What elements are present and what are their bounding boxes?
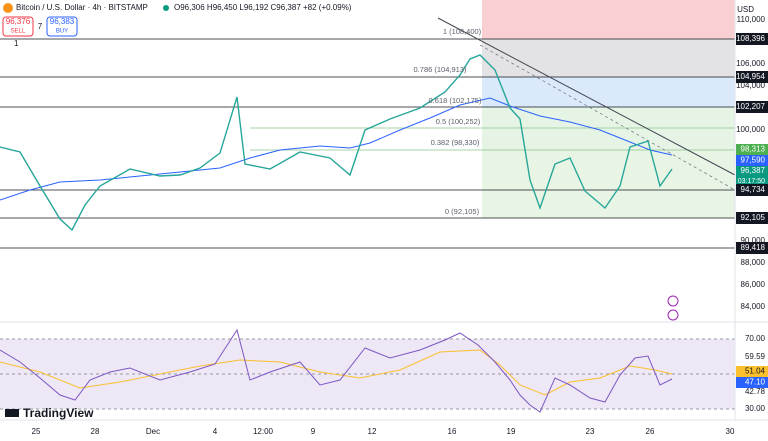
trend-line: [479, 44, 736, 191]
time-tick: 30: [726, 427, 735, 436]
time-tick: 26: [646, 427, 655, 436]
fib-label: 0.618 (102,175): [429, 96, 482, 105]
fib-zone: [482, 77, 735, 107]
sell-button[interactable]: [2, 16, 34, 37]
price-tick: 84,000: [741, 302, 766, 311]
fib-label: 1 (108,400): [443, 27, 482, 36]
price-line: [0, 54, 673, 232]
trend-line: [437, 17, 736, 176]
rsi-badge: [736, 377, 768, 388]
countdown: 03:17:50: [738, 178, 765, 185]
buy-label: BUY: [56, 29, 68, 35]
price-badge-text: 89,418: [741, 243, 766, 252]
price-badge-text: 96,387: [741, 166, 766, 175]
buy-price: 96,383: [50, 17, 75, 26]
time-tick: 9: [311, 427, 316, 436]
price-badge: [736, 101, 768, 113]
time-tick: 12:00: [253, 427, 274, 436]
market-status: [163, 5, 169, 11]
price-badge: [736, 71, 768, 83]
fib-label: 0.786 (104,913): [414, 65, 467, 74]
price-badge: [736, 242, 768, 254]
time-tick: 19: [507, 427, 516, 436]
rsi-badge: [736, 366, 768, 377]
fib-zone: [482, 39, 735, 77]
price-badge-text: 92,105: [741, 213, 766, 222]
time-tick: 28: [91, 427, 100, 436]
price-badge: [736, 184, 768, 196]
brand-logo: [5, 409, 19, 417]
price-tick: 110,000: [737, 15, 766, 24]
rsi-tick: 30.00: [745, 404, 766, 413]
time-tick: 25: [32, 427, 41, 436]
alert-button[interactable]: [667, 309, 679, 321]
sell-price: 96,376: [6, 17, 31, 26]
sell-label: SELL: [11, 29, 26, 35]
price-badge-text: 108,396: [736, 34, 765, 43]
time-tick: Dec: [146, 427, 160, 436]
add-button[interactable]: [667, 295, 679, 307]
moving-average: [0, 97, 673, 201]
price-badge: [736, 166, 768, 186]
price-tick: 90,000: [741, 236, 766, 245]
rsi-tick: 42.78: [745, 387, 766, 396]
symbol-icon: [3, 3, 13, 13]
price-tick: 100,000: [736, 125, 765, 134]
price-badge-text: 104,954: [736, 72, 765, 81]
rsi-ma: [0, 349, 673, 396]
price-badge-text: 98,313: [741, 145, 766, 154]
price-badge: [736, 155, 768, 166]
fib-zone: [482, 107, 735, 150]
price-badge-text: 102,207: [736, 102, 765, 111]
rsi-badge-text: 47.10: [745, 378, 766, 387]
rsi-line: [0, 328, 673, 413]
price-badge: [736, 33, 768, 45]
ohlc: O96,306 H96,450 L96,192 C96,387 +82 (+0.…: [174, 3, 352, 12]
time-tick: 16: [448, 427, 457, 436]
time-tick: 12: [368, 427, 377, 436]
price-badge: [736, 144, 768, 155]
price-badge: [736, 212, 768, 224]
rsi-tick: 70.00: [745, 334, 766, 343]
price-tick: 104,000: [736, 81, 765, 90]
rsi-tick: 59.59: [745, 352, 766, 361]
fib-label: 0 (92,105): [445, 207, 480, 216]
price-tick: 88,000: [741, 258, 766, 267]
buy-button[interactable]: [46, 16, 78, 37]
symbol-title: Bitcoin / U.S. Dollar · 4h · BITSTAMP: [16, 3, 148, 12]
price-tick: 106,000: [736, 59, 765, 68]
price-badge-text: 94,734: [741, 185, 766, 194]
currency: USD: [737, 5, 754, 14]
spread: 7: [38, 22, 43, 31]
fib-zone: [482, 0, 735, 39]
price-badge-text: 97,590: [741, 156, 766, 165]
rsi-badge-text: 51.04: [745, 367, 766, 376]
fib-label: 0.382 (98,330): [431, 138, 480, 147]
fib-zone: [482, 150, 735, 218]
time-tick: 23: [586, 427, 595, 436]
fib-label: 0.5 (100,252): [436, 117, 481, 126]
price-tick: 86,000: [741, 280, 766, 289]
indicator-count[interactable]: 1: [14, 39, 19, 48]
time-tick: 4: [213, 427, 218, 436]
brand: TradingView: [23, 406, 94, 420]
